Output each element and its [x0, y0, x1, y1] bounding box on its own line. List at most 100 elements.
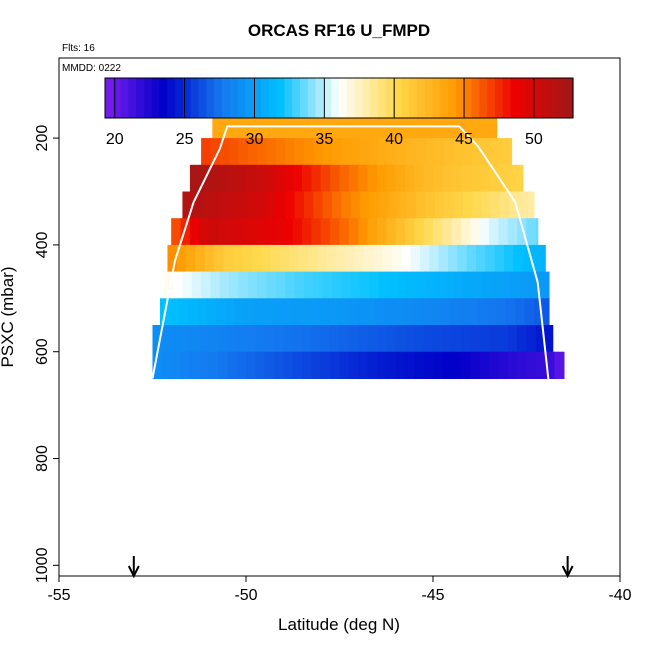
heatmap-cell [171, 351, 182, 380]
heatmap-cell [249, 111, 260, 139]
colorbar-swatch [518, 78, 527, 118]
heatmap-cell [229, 191, 240, 219]
heatmap-cell [216, 298, 227, 326]
colorbar-swatch [346, 78, 356, 118]
heatmap-cell [406, 191, 417, 219]
heatmap-cell [313, 191, 324, 219]
heatmap-cell [244, 298, 255, 326]
heatmap-cell [496, 298, 507, 326]
heatmap-cell [279, 244, 290, 273]
colorbar-swatch [268, 78, 278, 118]
heatmap-cell [277, 111, 288, 139]
heatmap-cell [337, 298, 348, 326]
colorbar-swatch [190, 78, 200, 118]
heatmap-cell [474, 111, 485, 139]
heatmap-cell [386, 218, 397, 246]
heatmap-cell [264, 325, 275, 353]
heatmap-cell [275, 271, 286, 299]
heatmap-cell [423, 164, 434, 193]
heatmap-cell [311, 351, 322, 380]
colorbar-swatch [463, 78, 473, 118]
heatmap-cell [388, 271, 399, 299]
heatmap-cell [180, 351, 191, 380]
heatmap-cell [416, 138, 427, 166]
colorbar-swatch [315, 78, 324, 118]
heatmap-cell [397, 138, 408, 166]
colorbar-swatch [557, 78, 566, 118]
heatmap-cell [303, 138, 314, 166]
heatmap-cell [311, 218, 322, 246]
heatmap-cell [414, 164, 425, 193]
heatmap-cell [455, 111, 466, 139]
heatmap-cell [442, 351, 453, 380]
colorbar-swatch [167, 78, 176, 118]
heatmap-cell [369, 191, 380, 219]
heatmap-cell [285, 138, 296, 166]
y-tick-label: 600 [34, 338, 51, 365]
heatmap-cell [257, 191, 268, 219]
heatmap-cell [479, 351, 490, 380]
heatmap-cell [442, 164, 453, 193]
x-axis: -55 -50 -45 -40 [47, 576, 632, 604]
heatmap-cell [507, 351, 518, 380]
heatmap-cell [330, 325, 341, 353]
colorbar-frame [104, 77, 574, 119]
heatmap-cell [191, 191, 202, 219]
heatmap-cell [545, 351, 556, 380]
heatmap-cell [470, 351, 481, 380]
colorbar-swatch [159, 78, 168, 118]
heatmap-cell [360, 138, 371, 166]
heatmap-cell [470, 218, 481, 246]
heatmap-cell [513, 244, 524, 273]
heatmap-cell [507, 164, 518, 193]
heatmap-cell [285, 271, 296, 299]
heatmap-cell [262, 298, 273, 326]
heatmap-cell [292, 325, 303, 353]
heatmap-cell [305, 111, 316, 139]
heatmap-cell [477, 298, 488, 326]
heatmap-cell [425, 271, 436, 299]
heatmap-cell [264, 218, 275, 246]
heatmap-cell [350, 138, 361, 166]
colorbar-swatch [510, 78, 519, 118]
heatmap-cell [285, 191, 296, 219]
flights-label: Flts: 16 [62, 43, 95, 54]
heatmap-cell [425, 191, 436, 219]
heatmap-cell [283, 325, 294, 353]
heatmap-cell [517, 325, 528, 353]
heatmap-cell [199, 218, 210, 246]
heatmap-cell [275, 191, 286, 219]
colorbar-swatch [534, 78, 543, 118]
heatmap-cell [526, 218, 537, 246]
heatmap-cell [208, 218, 219, 246]
heatmap-cell [294, 138, 305, 166]
heatmap-cell [246, 351, 256, 380]
heatmap-cell [208, 325, 219, 353]
heatmap-cell [378, 191, 389, 219]
heatmap-cell [545, 325, 554, 353]
heatmap-cell [487, 298, 498, 326]
heatmap-cell [287, 111, 298, 139]
heatmap-cell [375, 298, 385, 326]
heatmap-cell [418, 111, 428, 139]
heatmap-cell [348, 218, 359, 246]
heatmap-cell [335, 244, 346, 273]
heatmap-cell [238, 138, 249, 166]
heatmap-cell [339, 218, 350, 246]
heatmap-cell [500, 191, 511, 219]
heatmap-cell [309, 298, 320, 326]
heatmap-cell [380, 111, 391, 139]
heatmap-cell [517, 218, 528, 246]
heatmap-cell [404, 164, 415, 193]
heatmap-cell [395, 164, 406, 193]
heatmap-cell [322, 138, 333, 166]
heatmap-cells [152, 111, 565, 380]
heatmap-cell [272, 298, 283, 326]
heatmap-cell [535, 351, 546, 380]
colorbar-swatch [401, 78, 410, 118]
heatmap-cell [236, 325, 247, 353]
heatmap-cell [483, 111, 494, 139]
heatmap-cell [201, 138, 212, 166]
heatmap-cell [298, 244, 309, 273]
heatmap-cell [180, 325, 191, 353]
